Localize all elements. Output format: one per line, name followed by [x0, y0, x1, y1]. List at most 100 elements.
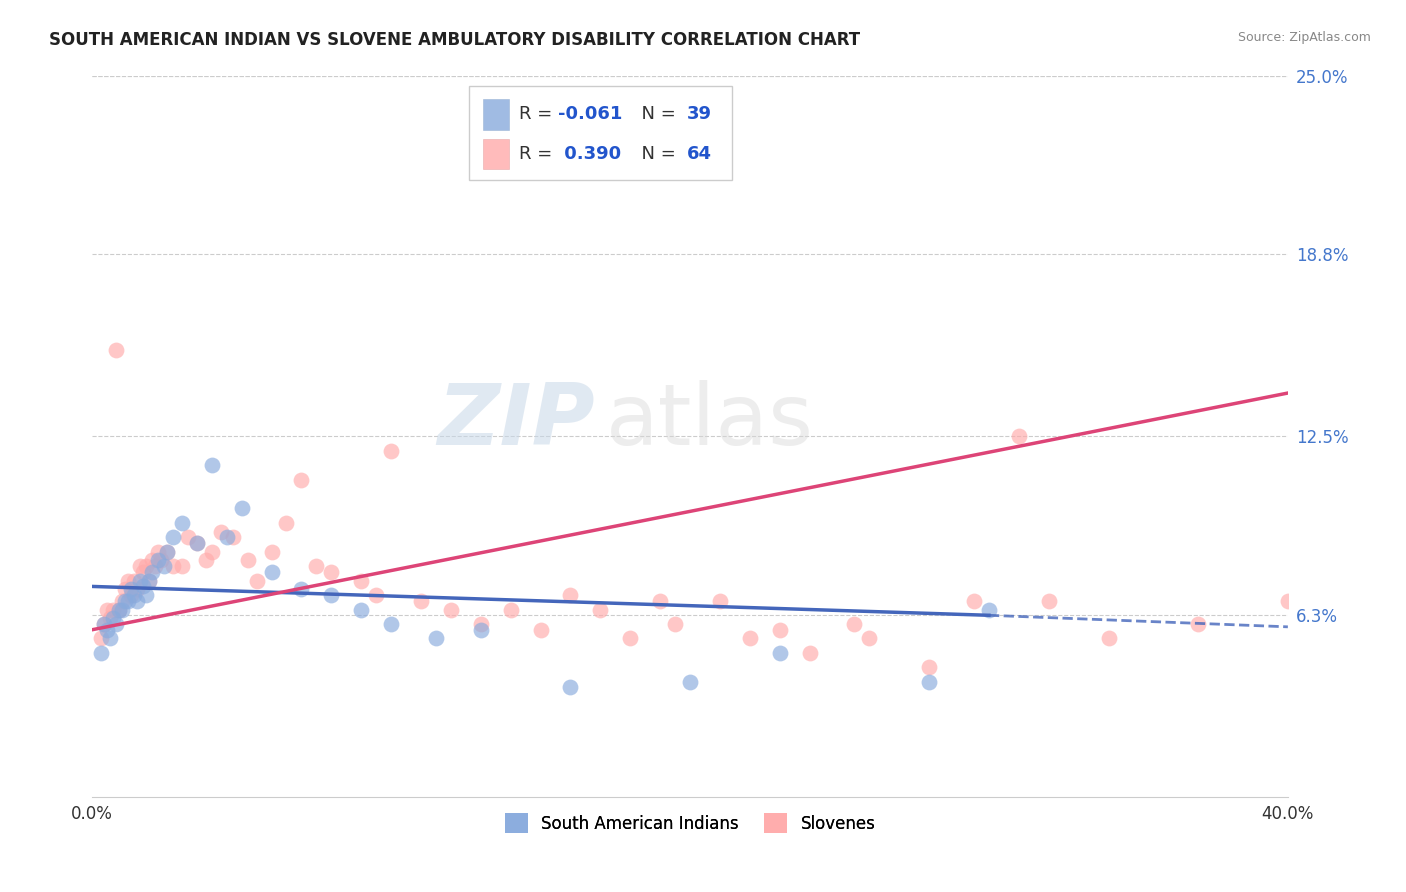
- Text: 0.390: 0.390: [558, 145, 621, 163]
- Text: ZIP: ZIP: [437, 380, 595, 464]
- Point: [209, 524, 232, 539]
- Point: [96, 602, 118, 616]
- Point: [1187, 617, 1209, 632]
- Point: [108, 602, 131, 616]
- Point: [132, 579, 155, 593]
- Text: N =: N =: [630, 145, 682, 163]
- Point: [290, 582, 312, 597]
- Point: [156, 545, 179, 559]
- Point: [236, 553, 259, 567]
- Point: [138, 574, 160, 588]
- Point: [305, 559, 328, 574]
- Text: R =: R =: [519, 145, 558, 163]
- Point: [201, 545, 224, 559]
- Point: [122, 574, 145, 588]
- Point: [135, 588, 157, 602]
- Point: [321, 565, 343, 579]
- Point: [117, 574, 139, 588]
- Point: [709, 594, 731, 608]
- Point: [120, 588, 142, 602]
- Text: -0.061: -0.061: [558, 105, 623, 123]
- Point: [529, 623, 551, 637]
- Point: [105, 343, 128, 357]
- Point: [679, 149, 702, 163]
- Point: [231, 501, 253, 516]
- Text: Source: ZipAtlas.com: Source: ZipAtlas.com: [1237, 31, 1371, 45]
- FancyBboxPatch shape: [484, 139, 509, 169]
- Point: [93, 617, 115, 632]
- Point: [111, 602, 134, 616]
- Point: [679, 674, 702, 689]
- Point: [409, 594, 432, 608]
- Point: [98, 632, 121, 646]
- Point: [122, 588, 145, 602]
- Point: [589, 602, 612, 616]
- Text: 64: 64: [686, 145, 711, 163]
- Point: [918, 674, 941, 689]
- Text: R =: R =: [519, 105, 558, 123]
- Point: [664, 617, 686, 632]
- Point: [1008, 429, 1031, 443]
- Point: [499, 602, 522, 616]
- Point: [738, 632, 761, 646]
- Point: [977, 602, 1000, 616]
- Point: [769, 623, 792, 637]
- Point: [844, 617, 866, 632]
- Point: [560, 588, 582, 602]
- Point: [1097, 632, 1119, 646]
- Point: [101, 611, 124, 625]
- Point: [1038, 594, 1060, 608]
- Text: atlas: atlas: [606, 380, 814, 464]
- Point: [170, 516, 193, 530]
- Text: SOUTH AMERICAN INDIAN VS SLOVENE AMBULATORY DISABILITY CORRELATION CHART: SOUTH AMERICAN INDIAN VS SLOVENE AMBULAT…: [49, 31, 860, 49]
- Point: [560, 681, 582, 695]
- Point: [111, 594, 134, 608]
- Point: [470, 617, 492, 632]
- Point: [125, 582, 148, 597]
- Point: [143, 559, 166, 574]
- Text: 39: 39: [686, 105, 711, 123]
- Point: [350, 602, 373, 616]
- Point: [619, 632, 641, 646]
- Point: [98, 611, 121, 625]
- Point: [90, 632, 112, 646]
- Point: [105, 617, 128, 632]
- Point: [963, 594, 986, 608]
- Point: [90, 646, 112, 660]
- Point: [149, 553, 172, 567]
- Point: [245, 574, 267, 588]
- Point: [276, 516, 298, 530]
- Point: [162, 530, 184, 544]
- Point: [146, 553, 169, 567]
- FancyBboxPatch shape: [484, 99, 509, 129]
- Point: [858, 632, 880, 646]
- Point: [141, 553, 163, 567]
- Point: [440, 602, 463, 616]
- Point: [162, 559, 184, 574]
- Point: [156, 545, 179, 559]
- Point: [470, 623, 492, 637]
- Point: [350, 574, 373, 588]
- Point: [129, 574, 152, 588]
- Point: [101, 602, 124, 616]
- Point: [96, 623, 118, 637]
- Point: [177, 530, 200, 544]
- Point: [117, 594, 139, 608]
- Point: [93, 617, 115, 632]
- Point: [799, 646, 821, 660]
- Point: [153, 559, 176, 574]
- Point: [221, 530, 243, 544]
- Point: [260, 545, 283, 559]
- Point: [125, 594, 148, 608]
- Point: [132, 565, 155, 579]
- Point: [366, 588, 388, 602]
- Point: [769, 646, 792, 660]
- Point: [260, 565, 283, 579]
- Point: [186, 536, 208, 550]
- Point: [114, 594, 136, 608]
- Legend: South American Indians, Slovenes: South American Indians, Slovenes: [498, 806, 882, 839]
- Point: [380, 443, 402, 458]
- Point: [1277, 594, 1299, 608]
- Point: [201, 458, 224, 473]
- Point: [194, 553, 217, 567]
